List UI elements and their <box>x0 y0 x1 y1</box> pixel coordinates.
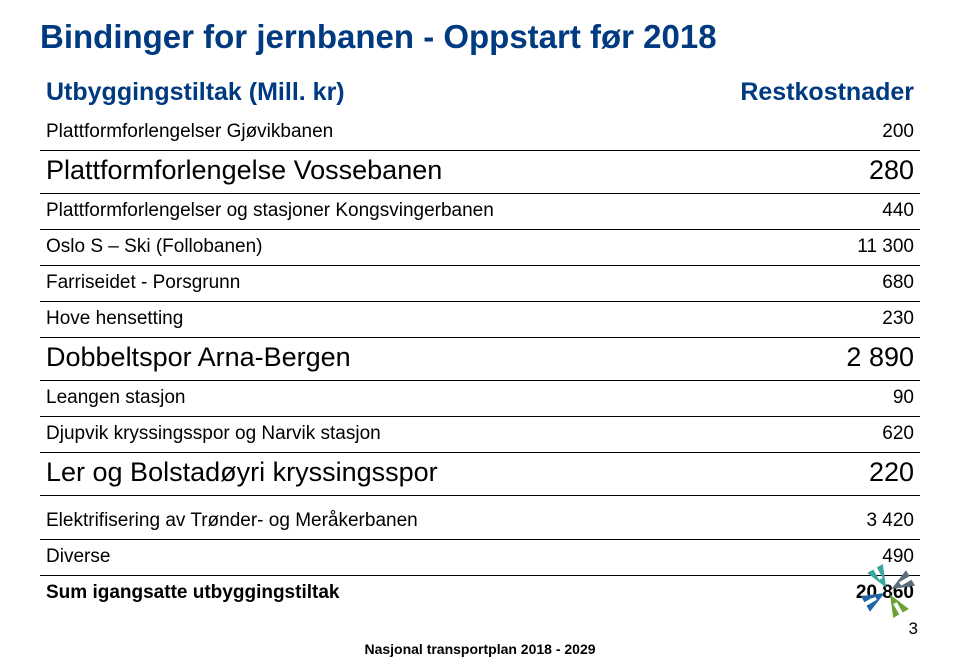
row-label: Diverse <box>40 540 691 576</box>
row-label: Oslo S – Ski (Follobanen) <box>40 230 691 266</box>
header-right: Restkostnader <box>691 74 920 115</box>
row-label: Dobbeltspor Arna-Bergen <box>40 338 691 381</box>
row-label: Leangen stasjon <box>40 381 691 417</box>
row-label: Elektrifisering av Trønder- og Meråkerba… <box>40 504 691 540</box>
cost-table: Utbyggingstiltak (Mill. kr) Restkostnade… <box>40 74 920 611</box>
table-row: Farriseidet - Porsgrunn680 <box>40 266 920 302</box>
row-value: 200 <box>691 115 920 151</box>
ntp-logo <box>852 561 924 621</box>
row-value: 90 <box>691 381 920 417</box>
table-row: Dobbeltspor Arna-Bergen2 890 <box>40 338 920 381</box>
table-row: Elektrifisering av Trønder- og Meråkerba… <box>40 504 920 540</box>
row-label: Plattformforlengelser Gjøvikbanen <box>40 115 691 151</box>
table-row: Plattformforlengelser Gjøvikbanen200 <box>40 115 920 151</box>
row-label: Djupvik kryssingsspor og Narvik stasjon <box>40 417 691 453</box>
row-value: 2 890 <box>691 338 920 381</box>
header-left: Utbyggingstiltak (Mill. kr) <box>40 74 691 115</box>
row-value: 11 300 <box>691 230 920 266</box>
table-row: Hove hensetting230 <box>40 302 920 338</box>
table-row: Plattformforlengelse Vossebanen280 <box>40 151 920 194</box>
row-value: 280 <box>691 151 920 194</box>
row-value: 440 <box>691 194 920 230</box>
table-row <box>40 496 920 505</box>
row-label: Farriseidet - Porsgrunn <box>40 266 691 302</box>
table-row: Leangen stasjon90 <box>40 381 920 417</box>
page-number: 3 <box>909 619 918 639</box>
row-label <box>40 496 691 505</box>
table-row: Djupvik kryssingsspor og Narvik stasjon6… <box>40 417 920 453</box>
row-value: 620 <box>691 417 920 453</box>
row-label: Sum igangsatte utbyggingstiltak <box>40 576 691 612</box>
table-row: Ler og Bolstadøyri kryssingsspor220 <box>40 453 920 496</box>
table-header-row: Utbyggingstiltak (Mill. kr) Restkostnade… <box>40 74 920 115</box>
row-label: Plattformforlengelser og stasjoner Kongs… <box>40 194 691 230</box>
table-row: Sum igangsatte utbyggingstiltak20 860 <box>40 576 920 612</box>
row-value: 680 <box>691 266 920 302</box>
footer-text: Nasjonal transportplan 2018 - 2029 <box>0 641 960 657</box>
row-value <box>691 496 920 505</box>
page-title: Bindinger for jernbanen - Oppstart før 2… <box>40 18 920 56</box>
row-label: Ler og Bolstadøyri kryssingsspor <box>40 453 691 496</box>
table-row: Oslo S – Ski (Follobanen)11 300 <box>40 230 920 266</box>
row-label: Hove hensetting <box>40 302 691 338</box>
table-row: Plattformforlengelser og stasjoner Kongs… <box>40 194 920 230</box>
row-value: 220 <box>691 453 920 496</box>
row-label: Plattformforlengelse Vossebanen <box>40 151 691 194</box>
row-value: 3 420 <box>691 504 920 540</box>
table-row: Diverse490 <box>40 540 920 576</box>
row-value: 230 <box>691 302 920 338</box>
